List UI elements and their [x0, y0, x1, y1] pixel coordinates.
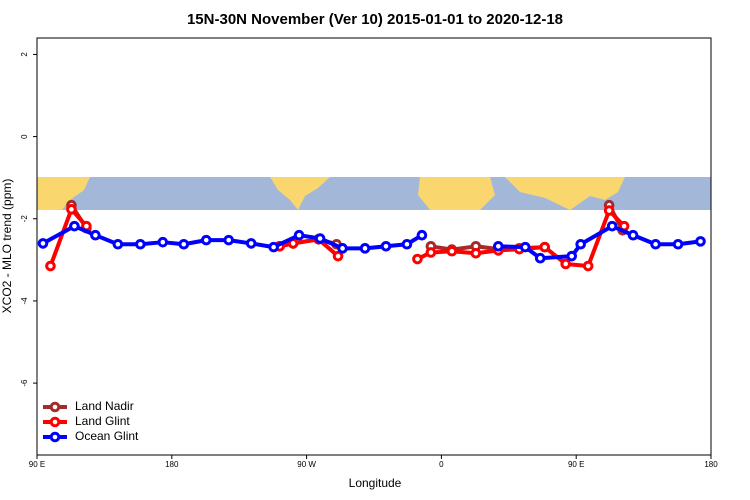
point — [332, 250, 344, 262]
legend-marker — [49, 431, 61, 443]
point — [112, 238, 124, 250]
point — [606, 220, 618, 232]
point — [539, 241, 551, 253]
point — [582, 260, 594, 272]
point — [157, 236, 169, 248]
point — [650, 238, 661, 250]
map-strip — [37, 177, 711, 210]
x-tick-label: 90 E — [568, 460, 584, 469]
x-tick-label: 0 — [439, 460, 444, 469]
point — [575, 238, 586, 250]
point — [470, 247, 482, 259]
legend-label: Ocean Glint — [75, 429, 139, 443]
point — [337, 243, 348, 254]
point — [268, 241, 279, 253]
point — [223, 234, 235, 246]
legend-label: Land Glint — [75, 414, 130, 428]
y-tick-label: 0 — [20, 134, 29, 139]
x-tick-label: 180 — [165, 460, 179, 469]
point — [37, 238, 49, 249]
map-land — [418, 177, 495, 210]
legend-marker — [49, 416, 61, 428]
y-tick-label: 2 — [20, 52, 29, 57]
point — [314, 233, 326, 244]
point — [245, 238, 257, 249]
map-land — [505, 177, 625, 210]
point — [560, 258, 572, 270]
point — [534, 252, 546, 264]
point — [293, 229, 305, 241]
map-land — [270, 177, 330, 210]
y-axis-label: XCO2 - MLO trend (ppm) — [0, 179, 14, 314]
point — [603, 205, 615, 216]
point — [412, 253, 423, 265]
plot-frame — [36, 37, 712, 456]
point — [519, 241, 531, 253]
point — [200, 234, 212, 246]
point — [69, 220, 80, 232]
point — [135, 238, 146, 250]
point — [416, 229, 428, 241]
chart-title: 15N-30N November (Ver 10) 2015-01-01 to … — [187, 11, 563, 28]
y-tick-label: -6 — [20, 379, 29, 387]
point — [380, 240, 392, 252]
point — [359, 243, 371, 254]
point — [446, 245, 458, 257]
point — [425, 247, 437, 258]
point — [627, 229, 639, 241]
y-tick-label: -2 — [20, 215, 29, 223]
point — [566, 250, 578, 262]
x-tick-label: 180 — [704, 460, 718, 469]
point — [45, 260, 56, 272]
x-tick-label: 90 W — [297, 460, 316, 469]
point — [672, 238, 684, 250]
y-tick-label: -4 — [20, 297, 29, 305]
legend-label: Land Nadir — [75, 399, 134, 413]
legend-marker — [49, 401, 61, 413]
x-axis-label: Longitude — [349, 476, 402, 490]
point — [66, 204, 77, 215]
x-tick-label: 90 E — [29, 460, 45, 469]
point — [695, 236, 706, 247]
point — [178, 238, 190, 250]
map-land — [37, 177, 90, 210]
point — [90, 229, 101, 241]
point — [493, 240, 504, 252]
point — [401, 238, 413, 250]
